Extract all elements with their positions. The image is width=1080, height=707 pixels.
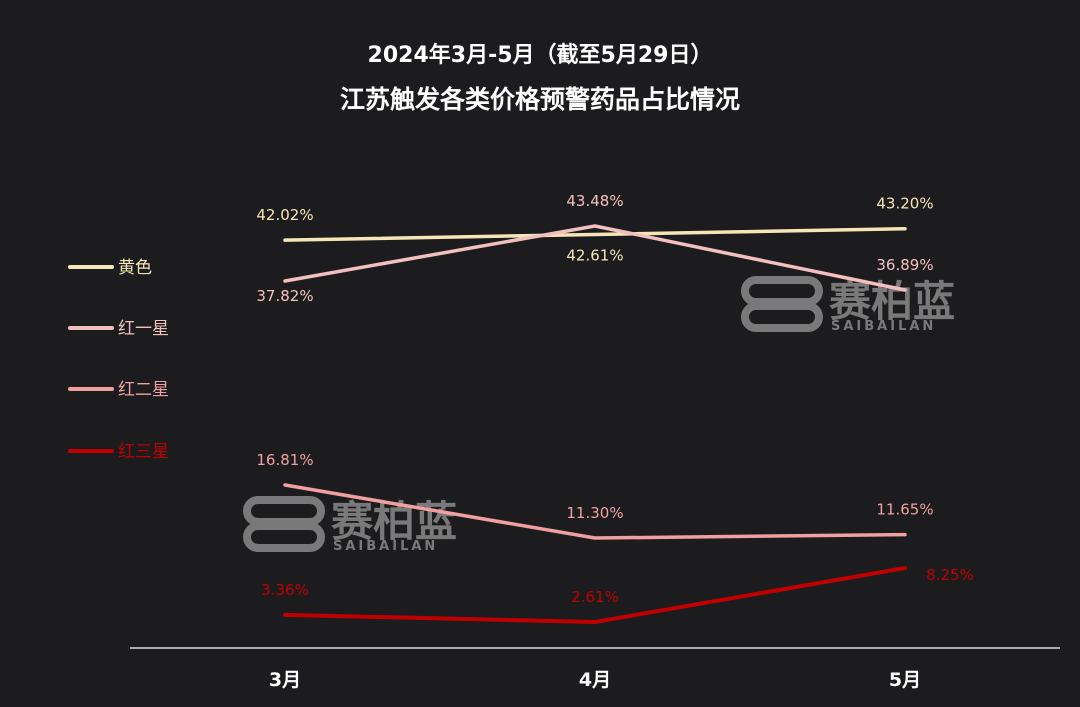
data-label: 36.89% [876, 256, 933, 274]
legend-item: 红三星 [68, 442, 169, 462]
legend-label: 红二星 [118, 380, 169, 400]
data-label: 43.48% [566, 192, 623, 210]
legend-item: 红一星 [68, 319, 169, 339]
x-axis-ticks: 3月 4月 5月 [269, 669, 921, 691]
data-label: 42.61% [566, 246, 623, 264]
watermark-s-icon [243, 496, 325, 552]
data-point [903, 566, 907, 570]
data-label: 3.36% [261, 581, 309, 599]
data-label: 42.02% [256, 206, 313, 224]
legend: 黄色 红一星 红二星 红三星 [68, 258, 169, 462]
data-point [903, 533, 907, 537]
watermark-logo: 赛柏蓝 SAIBAILAN [243, 496, 457, 554]
data-point [903, 227, 907, 231]
watermark-s-icon [741, 276, 823, 332]
legend-label: 红三星 [118, 442, 169, 462]
data-point [593, 232, 597, 236]
x-tick-label: 5月 [889, 669, 921, 691]
data-point [903, 288, 907, 292]
chart-title: 2024年3月-5月（截至5月29日） [368, 42, 713, 68]
data-point [593, 536, 597, 540]
data-point [283, 613, 287, 617]
x-tick-label: 4月 [579, 669, 611, 691]
data-point [283, 279, 287, 283]
data-point [283, 238, 287, 242]
data-label: 11.30% [566, 504, 623, 522]
data-label: 2.61% [571, 588, 619, 606]
watermark-text: 赛柏蓝 [829, 277, 955, 326]
watermark-logo: 赛柏蓝 SAIBAILAN [741, 276, 955, 334]
data-point [593, 620, 597, 624]
data-label: 16.81% [256, 451, 313, 469]
watermark-subtext: SAIBAILAN [831, 319, 936, 334]
data-label: 11.65% [876, 501, 933, 519]
plot-area: 42.02% 42.61% 43.20% 37.82% 43.48% 36.89% 16.8… [256, 192, 974, 624]
x-tick-label: 3月 [269, 669, 301, 691]
chart-subtitle: 江苏触发各类价格预警药品占比情况 [340, 85, 740, 114]
watermark-subtext: SAIBAILAN [333, 539, 438, 554]
legend-label: 黄色 [118, 258, 152, 278]
data-label: 8.25% [926, 566, 974, 584]
data-point [593, 224, 597, 228]
legend-item: 黄色 [68, 258, 152, 278]
data-label: 43.20% [876, 195, 933, 213]
data-label: 37.82% [256, 287, 313, 305]
data-point [283, 483, 287, 487]
legend-label: 红一星 [118, 319, 169, 339]
legend-item: 红二星 [68, 380, 169, 400]
